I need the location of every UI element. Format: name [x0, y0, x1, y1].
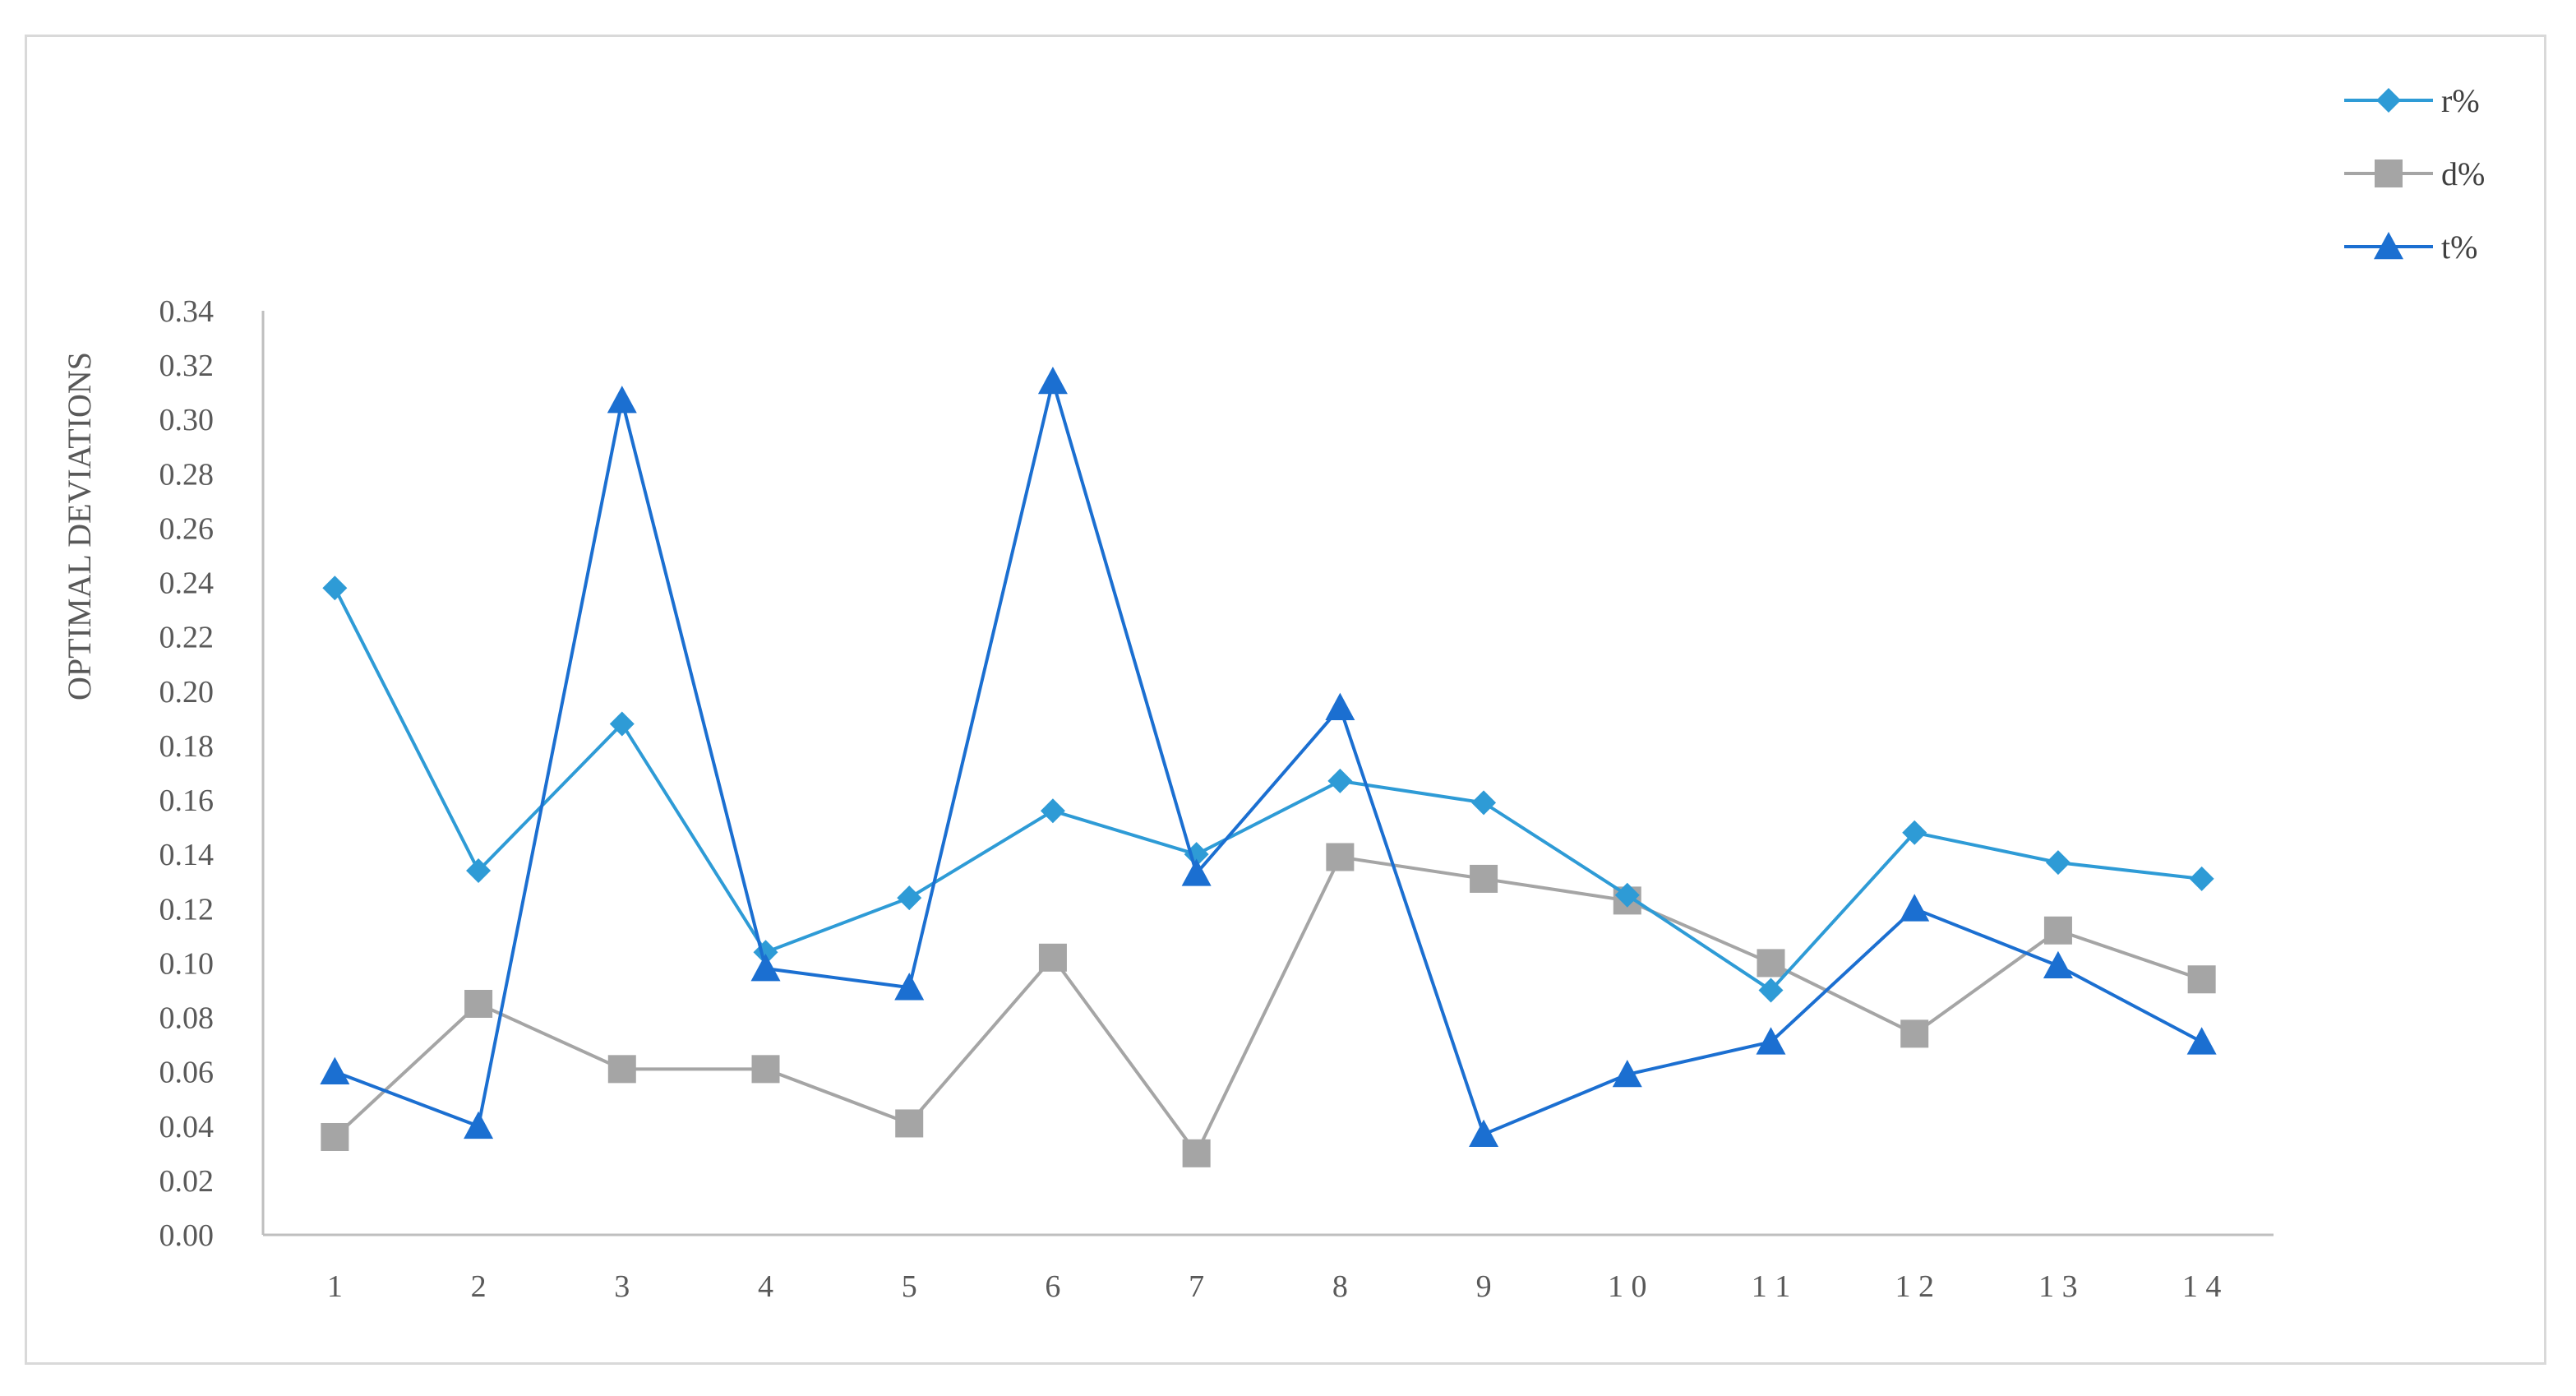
series-group [320, 366, 2217, 1167]
series-line [333, 855, 2203, 1157]
y-tick-label: 0.14 [159, 838, 215, 872]
series-line [333, 587, 2202, 993]
triangle-marker [894, 973, 925, 1001]
y-tick-label: 0.16 [159, 784, 215, 818]
y-axis-title: OPTIMAL DEVIATIONS [61, 352, 98, 700]
diamond-marker [1758, 978, 1784, 1003]
legend-entry: t% [2344, 229, 2477, 266]
triangle-marker [1756, 1027, 1786, 1055]
diamond-marker [2376, 88, 2401, 113]
triangle-marker [2186, 1027, 2217, 1055]
diamond-marker [1327, 768, 1353, 793]
square-marker [1038, 943, 1067, 972]
x-tick-labels: 1 2 3 4 5 6 7 8 9 1 0 1 1 1 2 1 3 1 4 [327, 1269, 2222, 1304]
x-tick-label: 1 [327, 1269, 343, 1304]
triangle-marker [1612, 1059, 1642, 1088]
square-marker [2375, 159, 2403, 187]
series-diamond [322, 576, 2214, 1003]
square-marker [1757, 949, 1785, 978]
square-marker [895, 1109, 924, 1138]
series-triangle [320, 366, 2217, 1147]
square-marker [2043, 916, 2072, 945]
chart-area [25, 35, 2546, 1365]
y-tick-label: 0.18 [159, 729, 215, 764]
y-tick-label: 0.00 [159, 1218, 215, 1253]
square-marker [1900, 1019, 1929, 1048]
x-tick-label: 1 0 [1608, 1269, 1647, 1304]
axes [261, 311, 2274, 1237]
triangle-marker [750, 954, 781, 982]
x-tick-label: 5 [902, 1269, 917, 1304]
series-square [321, 843, 2216, 1167]
diamond-marker [1614, 882, 1640, 908]
diamond-marker [609, 711, 635, 737]
x-tick-label: 6 [1045, 1269, 1060, 1304]
legend-label: d% [2441, 155, 2485, 192]
square-marker [607, 1055, 636, 1084]
y-tick-label: 0.24 [159, 566, 215, 601]
y-tick-label: 0.34 [159, 294, 215, 329]
x-tick-label: 2 [471, 1269, 487, 1304]
x-tick-label: 7 [1189, 1269, 1204, 1304]
series-line [334, 375, 2203, 1137]
square-marker [751, 1055, 780, 1084]
legend-label: t% [2441, 229, 2477, 266]
legend-label: r% [2441, 82, 2480, 119]
y-tick-label: 0.06 [159, 1056, 215, 1090]
diamond-marker [1471, 790, 1497, 816]
x-tick-label: 1 1 [1752, 1269, 1791, 1304]
square-marker [1182, 1139, 1211, 1167]
y-tick-label: 0.12 [159, 892, 215, 927]
legend: r% d% t% [2344, 82, 2485, 266]
y-tick-label: 0.32 [159, 349, 215, 383]
triangle-marker [607, 386, 637, 414]
square-marker [321, 1122, 349, 1151]
diamond-marker [1040, 798, 1065, 824]
y-tick-label: 0.04 [159, 1110, 215, 1144]
square-marker [1326, 843, 1355, 871]
triangle-marker [464, 1111, 494, 1139]
diamond-marker [322, 576, 348, 601]
x-tick-label: 1 4 [2182, 1269, 2222, 1304]
diamond-marker [897, 885, 922, 911]
y-tick-labels: 0.00 0.02 0.04 0.06 0.08 0.10 0.12 0.14 0.16 0.18… [159, 294, 215, 1253]
x-tick-label: 1 3 [2038, 1269, 2078, 1304]
y-tick-label: 0.22 [159, 621, 215, 655]
square-marker [464, 990, 493, 1018]
square-marker [2187, 965, 2216, 994]
triangle-marker [2043, 950, 2073, 979]
y-tick-label: 0.30 [159, 403, 215, 437]
y-tick-label: 0.26 [159, 511, 215, 546]
x-tick-label: 3 [614, 1269, 630, 1304]
triangle-marker [1037, 366, 1068, 395]
y-tick-label: 0.08 [159, 1001, 215, 1036]
legend-entry: r% [2344, 82, 2480, 119]
x-tick-label: 9 [1476, 1269, 1492, 1304]
square-marker [1470, 864, 1498, 893]
diamond-marker [1902, 820, 1927, 845]
legend-entry: d% [2344, 155, 2485, 192]
x-tick-label: 8 [1332, 1269, 1348, 1304]
triangle-marker [1469, 1119, 1499, 1147]
x-tick-label: 1 2 [1895, 1269, 1934, 1304]
y-tick-label: 0.10 [159, 946, 215, 981]
diamond-marker [466, 858, 492, 884]
triangle-marker [2374, 232, 2403, 260]
y-tick-label: 0.02 [159, 1164, 215, 1199]
y-tick-label: 0.20 [159, 675, 215, 710]
triangle-marker [320, 1056, 350, 1084]
diamond-marker [2189, 866, 2214, 891]
triangle-marker [1325, 692, 1355, 720]
y-tick-label: 0.28 [159, 457, 215, 492]
triangle-marker [1900, 894, 1930, 922]
triangle-marker [1181, 858, 1212, 886]
diamond-marker [2045, 850, 2070, 876]
x-tick-label: 4 [758, 1269, 773, 1304]
